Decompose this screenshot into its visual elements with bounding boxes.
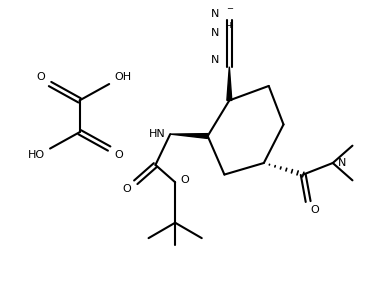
Text: N: N — [338, 158, 346, 168]
Text: HN: HN — [148, 129, 165, 139]
Text: O: O — [122, 184, 131, 194]
Text: N: N — [211, 28, 220, 38]
Text: N: N — [211, 8, 220, 19]
Text: HO: HO — [28, 150, 45, 160]
Text: O: O — [36, 72, 45, 82]
Text: +: + — [226, 21, 233, 30]
Text: O: O — [114, 150, 123, 160]
Text: OH: OH — [114, 72, 131, 82]
Text: O: O — [180, 175, 189, 185]
Polygon shape — [227, 67, 232, 100]
Text: N: N — [211, 55, 220, 65]
Polygon shape — [170, 134, 208, 139]
Text: −: − — [226, 4, 233, 13]
Text: O: O — [310, 205, 319, 215]
